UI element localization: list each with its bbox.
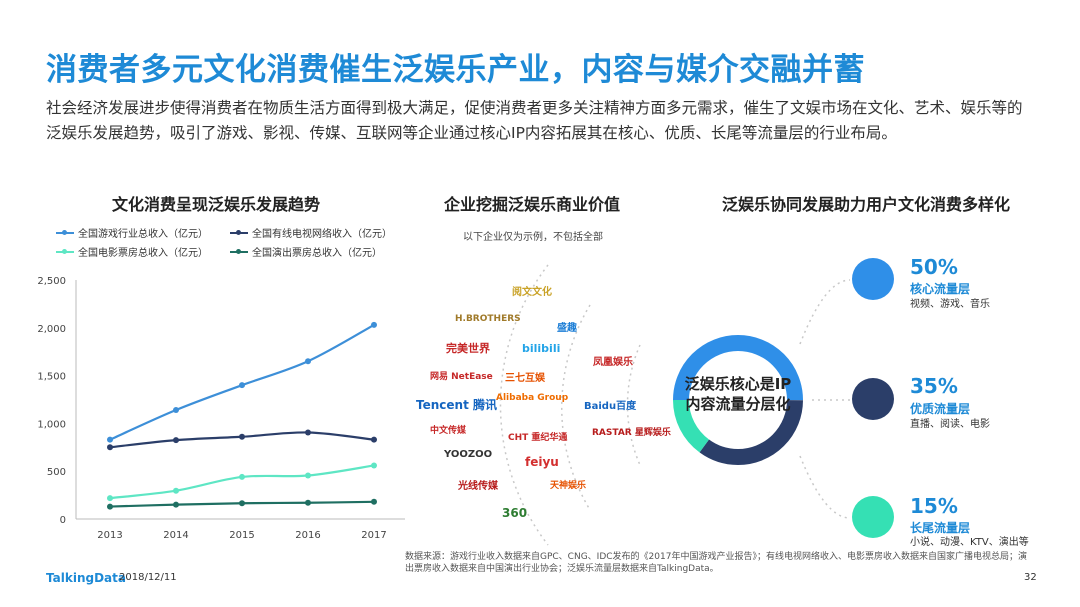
legend-label: 全国演出票房总收入（亿元）: [252, 248, 382, 259]
series-point-3: [107, 503, 113, 510]
layer-core-percent: 50%: [910, 255, 958, 279]
donut-segment-2: [673, 335, 803, 465]
x-tick-label: 2016: [295, 530, 320, 541]
legend-swatch: [230, 229, 248, 235]
logo-feiyu: feiyu: [525, 455, 559, 469]
layer-quality-name: 优质流量层: [910, 402, 971, 416]
logo-37: 三七互娱: [505, 373, 545, 384]
series-point-3: [173, 501, 179, 508]
legend-label: 全国游戏行业总收入（亿元）: [78, 229, 208, 240]
y-tick-label: 1,000: [37, 419, 66, 430]
series-point-0: [305, 358, 311, 365]
series-point-0: [173, 407, 179, 414]
outer-ring: [499, 264, 549, 546]
legend-label: 全国电影票房总收入（亿元）: [78, 248, 208, 259]
series-point-2: [173, 487, 179, 494]
series-point-1: [173, 437, 179, 444]
series-point-1: [239, 433, 245, 440]
data-source-note: 数据来源：游戏行业收入数据来自GPC、CNG、IDC发布的《2017年中国游戏产…: [405, 552, 1027, 574]
logo-perfect-world: 完美世界: [446, 342, 490, 355]
series-point-2: [305, 472, 311, 479]
middle-ring: [561, 304, 591, 511]
logo-yoozoo: YOOZOO: [444, 449, 493, 460]
center-label-line1: 泛娱乐核心是IP: [684, 375, 792, 393]
legend-label: 全国有线电视网络收入（亿元）: [252, 229, 392, 240]
section-title-right: 泛娱乐协同发展助力用户文化消费多样化: [722, 195, 1011, 214]
x-tick-label: 2014: [163, 530, 188, 541]
footer-date: 2018/12/11: [119, 572, 177, 583]
logo-zhongwen: 中文传媒: [430, 426, 467, 436]
logo-tencent: Tencent 腾讯: [416, 398, 497, 412]
logo-tianshen: 天神娱乐: [550, 481, 587, 491]
layer-core-name: 核心流量层: [910, 282, 971, 296]
legend-swatch: [56, 229, 74, 235]
legend-item: 全国演出票房总收入（亿元）: [230, 244, 382, 259]
section-title-middle: 企业挖掘泛娱乐商业价值: [444, 195, 621, 214]
layer-longtail-desc: 小说、动漫、KTV、演出等: [910, 537, 1029, 548]
series-point-0: [107, 436, 113, 443]
brand-logo: TalkingData: [46, 571, 126, 585]
x-tick-label: 2013: [97, 530, 122, 541]
layer-core-circle: [852, 258, 894, 300]
legend-item: 全国电影票房总收入（亿元）: [56, 244, 208, 259]
logo-netease: 网易 NetEase: [430, 372, 493, 382]
y-tick-label: 0: [60, 515, 66, 526]
layer-longtail-percent: 15%: [910, 494, 958, 518]
series-point-0: [371, 321, 377, 328]
page-title: 消费者多元文化消费催生泛娱乐产业，内容与媒介交融并蓄: [46, 52, 865, 88]
inner-ring: [626, 344, 641, 466]
legend-item: 全国有线电视网络收入（亿元）: [230, 225, 392, 240]
donut-center-label: 泛娱乐核心是IP 内容流量分层化: [668, 374, 808, 414]
logo-cht: CHT 重纪华通: [508, 433, 568, 443]
logo-baidu: Baidu百度: [584, 401, 637, 412]
series-point-1: [107, 444, 113, 451]
layer-quality-circle: [852, 378, 894, 420]
legend-swatch: [230, 248, 248, 254]
series-point-2: [107, 495, 113, 502]
layer-core-desc: 视频、游戏、音乐: [910, 299, 990, 310]
legend-swatch: [56, 248, 74, 254]
legend-item: 全国游戏行业总收入（亿元）: [56, 225, 208, 240]
page-number: 32: [1024, 572, 1037, 583]
x-tick-label: 2015: [229, 530, 254, 541]
series-point-3: [239, 500, 245, 507]
y-tick-label: 1,500: [37, 372, 66, 383]
intro-paragraph: 社会经济发展进步使得消费者在物质生活方面得到极大满足，促使消费者更多关注精神方面…: [46, 99, 1023, 142]
example-note: 以下企业仅为示例，不包括全部: [463, 232, 603, 243]
connector-core: [799, 279, 851, 345]
logo-fenghuang: 凤凰娱乐: [593, 357, 633, 368]
logo-alibaba: Alibaba Group: [496, 393, 569, 403]
series-point-3: [305, 499, 311, 506]
logo-rastar: RASTAR 星辉娱乐: [592, 428, 671, 438]
logo-hbrothers: H.BROTHERS: [455, 314, 521, 324]
y-tick-label: 2,000: [37, 324, 66, 335]
series-point-2: [371, 462, 377, 469]
layer-longtail-name: 长尾流量层: [910, 521, 971, 535]
y-tick-label: 500: [47, 467, 66, 478]
series-point-1: [371, 436, 377, 443]
x-tick-label: 2017: [361, 530, 386, 541]
series-point-1: [305, 429, 311, 436]
connector-longtail: [799, 455, 851, 519]
series-point-0: [239, 382, 245, 389]
logo-360: 360: [502, 506, 528, 520]
y-tick-label: 2,500: [37, 276, 66, 287]
logo-bilibili: bilibili: [522, 342, 561, 355]
series-point-2: [239, 473, 245, 480]
layer-longtail-circle: [852, 496, 894, 538]
section-title-left: 文化消费呈现泛娱乐发展趋势: [112, 195, 321, 214]
logo-guangxian: 光线传媒: [458, 481, 498, 492]
logo-yuewen: 阅文文化: [512, 287, 552, 298]
logo-shengqu: 盛趣: [557, 323, 577, 334]
series-point-3: [371, 498, 377, 505]
center-label-line2: 内容流量分层化: [685, 395, 791, 413]
layer-quality-desc: 直播、阅读、电影: [910, 419, 990, 430]
donut-segment-1: [673, 335, 803, 465]
layer-quality-percent: 35%: [910, 374, 958, 398]
